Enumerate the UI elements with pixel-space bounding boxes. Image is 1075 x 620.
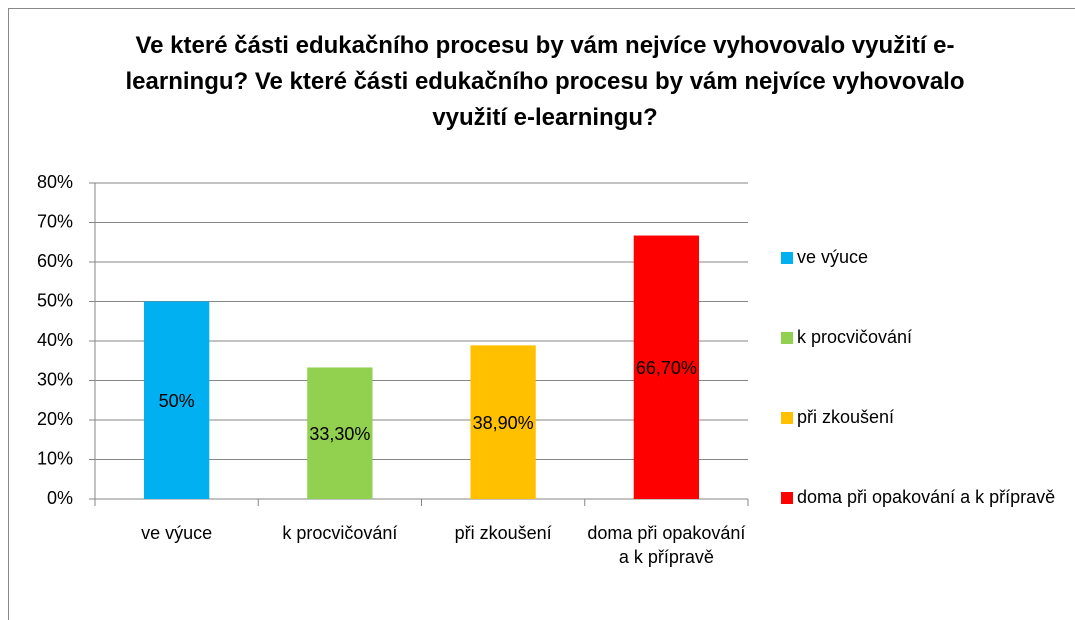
chart-title: Ve které části edukačního procesu by vám… — [125, 32, 965, 131]
x-tick-label: při zkoušení — [454, 523, 552, 543]
y-tick-label: 0% — [47, 488, 73, 508]
y-tick-label: 10% — [37, 448, 73, 468]
y-tick-label: 20% — [37, 409, 73, 429]
legend-label: ve výuce — [797, 247, 869, 267]
x-tick-label: ve výuce — [141, 523, 213, 543]
y-tick-label: 50% — [37, 290, 73, 310]
y-tick-label: 30% — [37, 369, 73, 389]
legend-swatch — [781, 412, 793, 424]
legend-label: k procvičování — [797, 327, 913, 347]
chart-border — [8, 8, 1075, 620]
legend-label: při zkoušení — [797, 407, 895, 427]
legend-swatch — [781, 492, 793, 504]
data-label: 33,30% — [309, 424, 370, 444]
bar — [633, 235, 700, 499]
y-tick-label: 80% — [37, 172, 73, 192]
data-label: 66,70% — [636, 358, 697, 378]
legend-swatch — [781, 252, 793, 264]
bar — [143, 301, 210, 499]
x-tick-label: doma při opakování a k přípravě — [587, 523, 746, 567]
data-label: 38,90% — [473, 413, 534, 433]
bar — [307, 367, 373, 499]
x-tick-label: k procvičování — [282, 523, 398, 543]
y-tick-label: 60% — [37, 251, 73, 271]
bar — [470, 345, 536, 499]
legend-swatch — [781, 332, 793, 344]
y-tick-label: 70% — [37, 211, 73, 231]
data-label: 50% — [159, 391, 195, 411]
legend-label: doma při opakování a k přípravě — [797, 487, 1056, 507]
y-tick-label: 40% — [37, 330, 73, 350]
